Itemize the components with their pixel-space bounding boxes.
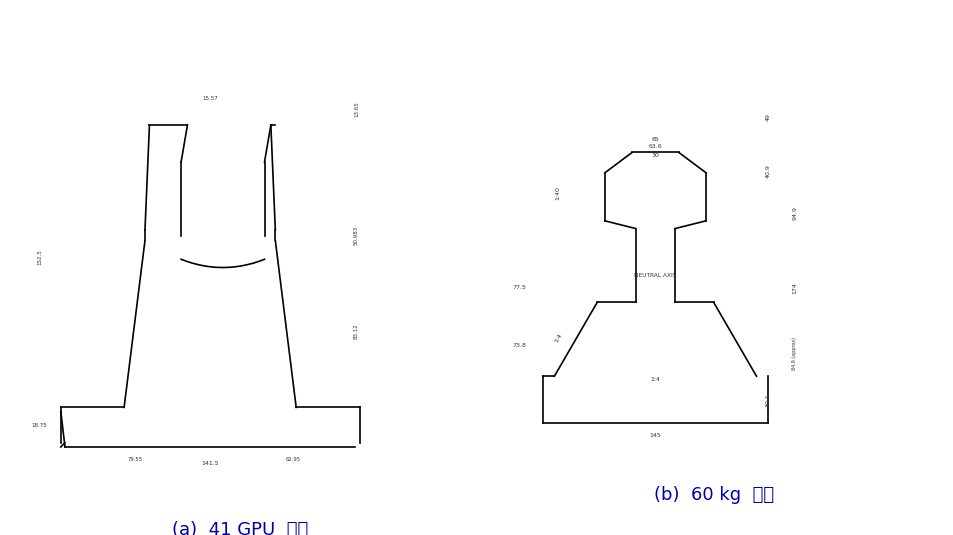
Text: 174: 174 xyxy=(791,282,797,294)
Text: 40.9: 40.9 xyxy=(765,164,770,178)
Text: 30: 30 xyxy=(651,153,659,158)
Text: 49: 49 xyxy=(765,113,770,120)
Text: 18.75: 18.75 xyxy=(31,423,48,429)
Text: 15.57: 15.57 xyxy=(202,96,218,101)
Text: 141.5: 141.5 xyxy=(201,461,219,467)
Text: 62.95: 62.95 xyxy=(285,457,300,462)
Text: 50.983: 50.983 xyxy=(354,226,358,246)
Text: 1:40: 1:40 xyxy=(556,186,560,200)
Text: 77.5: 77.5 xyxy=(512,285,526,290)
Text: 145: 145 xyxy=(649,433,660,438)
Text: 73.8: 73.8 xyxy=(512,343,526,348)
Text: 13.65: 13.65 xyxy=(354,101,358,117)
Text: 1:4: 1:4 xyxy=(553,332,562,343)
Text: 94.9: 94.9 xyxy=(791,206,797,220)
Text: 83.12: 83.12 xyxy=(354,323,358,339)
Text: NEUTRAL AXIS: NEUTRAL AXIS xyxy=(634,273,676,278)
Text: 152.5: 152.5 xyxy=(37,249,42,265)
Text: 63.6: 63.6 xyxy=(648,144,661,149)
Text: 65: 65 xyxy=(651,137,659,142)
Text: 79.55: 79.55 xyxy=(127,457,142,462)
Text: (b)  60 kg  레일: (b) 60 kg 레일 xyxy=(653,486,773,504)
Text: 30.1: 30.1 xyxy=(765,393,770,407)
Text: 84.9 (approx): 84.9 (approx) xyxy=(791,337,797,370)
Text: 1:4: 1:4 xyxy=(650,377,659,382)
Text: (a)  41 GPU  레일: (a) 41 GPU 레일 xyxy=(172,521,308,535)
